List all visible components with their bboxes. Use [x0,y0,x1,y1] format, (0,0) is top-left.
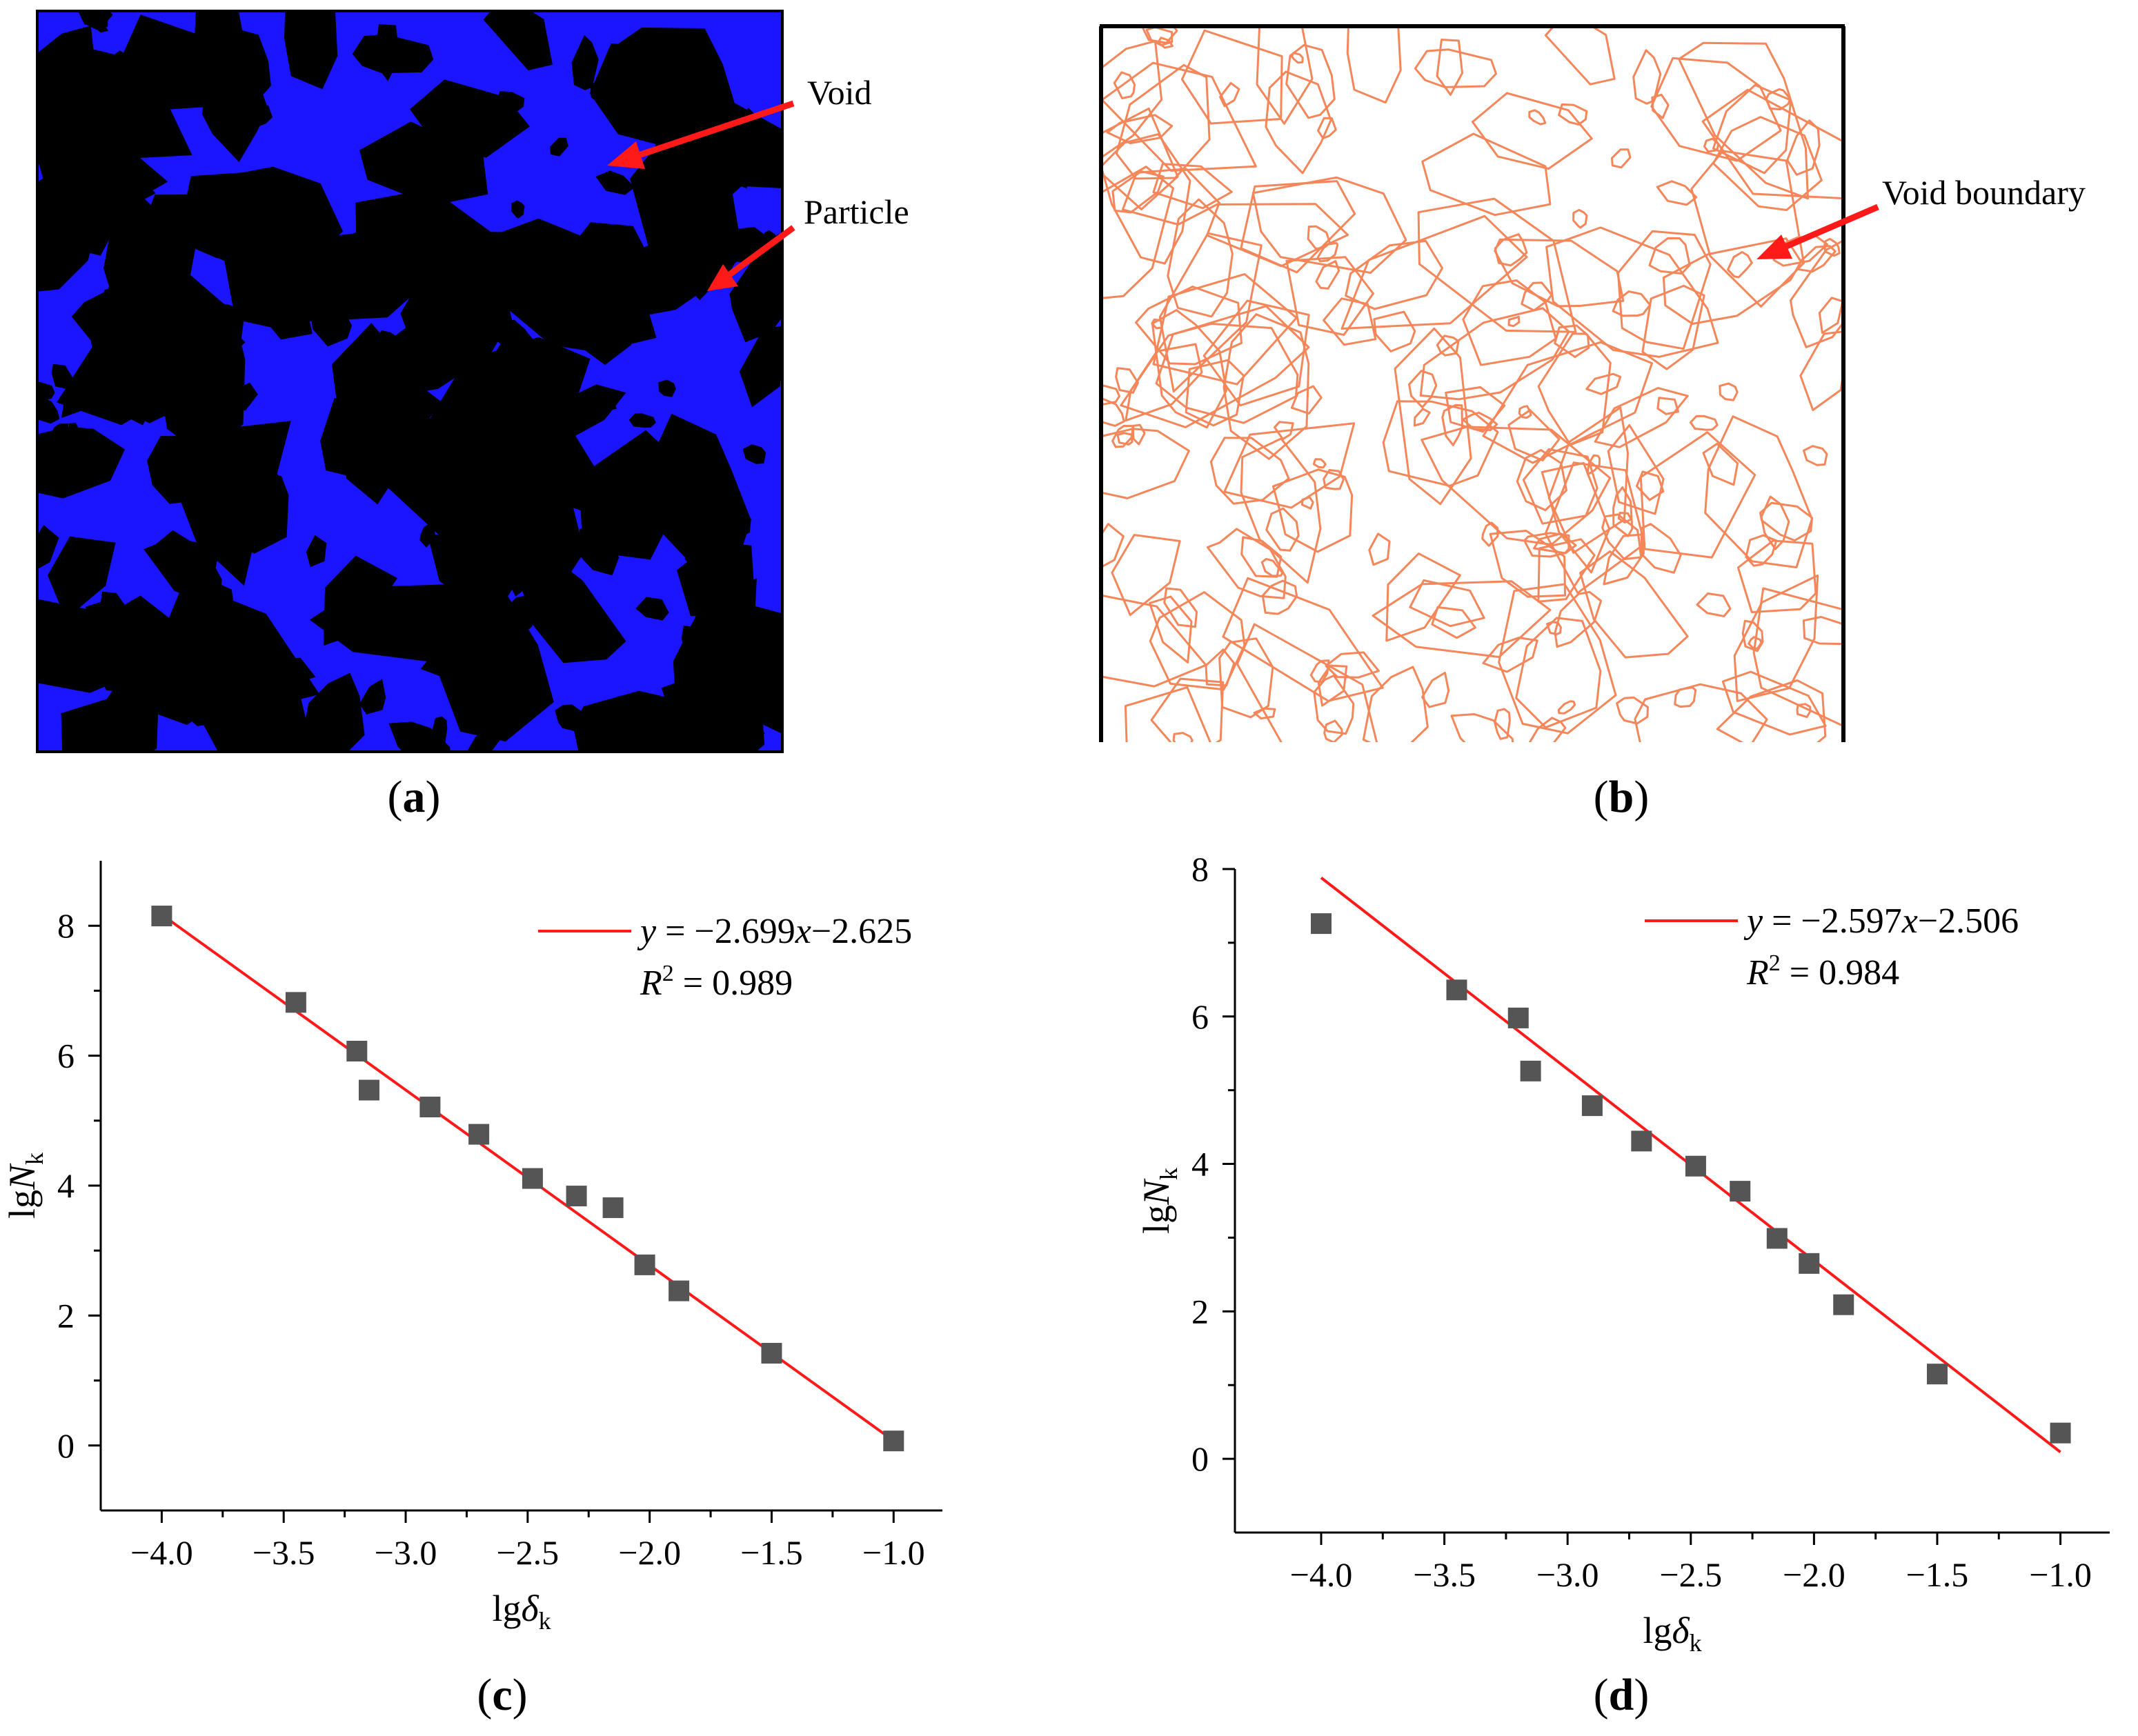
caption-c: (c) [477,1670,528,1720]
data-point [522,1168,543,1189]
y-tick-label: 4 [57,1166,75,1205]
particle-label: Particle [804,192,909,231]
y-tick-label: 6 [1191,997,1209,1036]
y-tick-label: 0 [57,1426,75,1465]
data-point [1446,979,1467,1001]
data-point [2050,1422,2071,1444]
void-label: Void [807,73,872,112]
data-point [1926,1364,1948,1385]
x-tick-label: −2.5 [1659,1555,1722,1594]
void-boundary-label: Void boundary [1882,173,2086,212]
y-tick-label: 8 [1191,850,1209,888]
data-point [669,1280,690,1301]
data-point [1520,1060,1541,1081]
data-point [1766,1228,1788,1249]
caption-b: (b) [1593,772,1650,822]
data-point [602,1197,624,1219]
x-tick-label: −3.5 [1413,1555,1476,1594]
fit-equation: y = −2.699x−2.625 [637,912,912,951]
fit-line [1320,877,2061,1453]
x-tick-label: −1.0 [2029,1555,2092,1594]
data-point [1311,913,1332,935]
y-tick-label: 0 [1191,1439,1209,1478]
data-point [151,906,172,927]
panel-a-image [36,10,784,753]
y-axis-title: lgNk [1,1153,48,1219]
data-point [468,1124,490,1145]
data-point [1730,1181,1751,1202]
data-point [1833,1294,1854,1315]
data-point [419,1097,441,1118]
x-axis-title: lgδk [1643,1610,1701,1657]
r-squared: R2 = 0.989 [640,961,793,1003]
y-tick-label: 2 [1191,1292,1209,1330]
x-tick-label: −2.5 [496,1533,559,1572]
void-boundary-arrow [1756,203,1879,259]
data-point [285,992,306,1013]
x-tick-label: −1.5 [1906,1555,1969,1594]
data-point [1685,1155,1706,1177]
y-tick-label: 8 [57,906,75,945]
x-tick-label: −1.5 [740,1533,803,1572]
x-tick-label: −2.0 [618,1533,681,1572]
x-tick-label: −1.0 [862,1533,925,1572]
x-tick-label: −4.0 [130,1533,193,1572]
fit-line [161,913,895,1442]
data-point [346,1041,368,1062]
x-axis-title: lgδk [492,1588,551,1635]
data-point [883,1430,904,1452]
caption-a: (a) [387,772,441,822]
x-tick-label: −4.0 [1290,1555,1353,1594]
x-tick-label: −3.0 [375,1533,437,1572]
void-arrow [607,100,795,169]
y-tick-label: 2 [57,1296,75,1335]
data-point [1631,1130,1652,1152]
data-point [761,1343,782,1364]
caption-d: (d) [1593,1670,1650,1720]
r-squared: R2 = 0.984 [1746,950,1899,992]
particle-arrow [707,225,795,291]
data-point [358,1079,379,1101]
fit-equation: y = −2.597x−2.506 [1743,901,2019,941]
y-axis-title: lgNk [1136,1168,1182,1234]
y-tick-label: 6 [57,1037,75,1075]
x-tick-label: −3.5 [253,1533,315,1572]
data-point [566,1186,587,1207]
data-point [1581,1095,1603,1117]
data-point [634,1254,655,1275]
data-point [1507,1007,1529,1028]
panel-b-image [1099,24,1845,742]
data-point [1799,1253,1820,1274]
x-tick-label: −3.0 [1536,1555,1599,1594]
x-tick-label: −2.0 [1783,1555,1845,1594]
y-tick-label: 4 [1191,1145,1209,1184]
